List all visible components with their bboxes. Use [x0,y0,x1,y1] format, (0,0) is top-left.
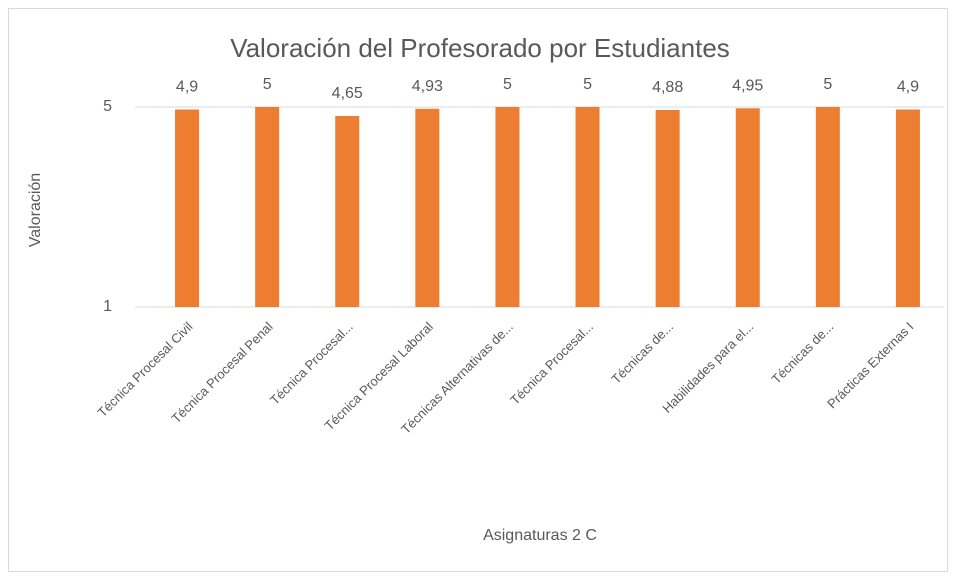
value-label: 5 [263,76,272,93]
y-axis-title: Valoración [27,173,44,247]
bar [495,107,520,307]
bar [895,109,920,307]
chart-title: Valoración del Profesorado por Estudiant… [230,33,730,63]
bar [575,107,600,307]
value-label: 4,88 [652,79,683,96]
bar [655,110,680,308]
value-label: 4,9 [897,79,919,96]
bar [735,108,760,307]
value-label: 4,9 [176,79,198,96]
bar [815,107,840,307]
y-tick-label: 5 [103,98,112,115]
value-label: 4,95 [732,77,763,94]
value-label: 4,65 [332,85,363,102]
bar [175,109,200,307]
value-label: 5 [823,76,832,93]
value-label: 5 [503,76,512,93]
bar [255,107,280,307]
x-axis-title: Asignaturas 2 C [483,527,597,544]
y-tick-label: 1 [103,298,112,315]
bar [335,116,360,307]
value-label: 4,93 [412,78,443,95]
chart-frame [8,8,948,572]
bar [415,108,440,307]
value-label: 5 [583,76,592,93]
